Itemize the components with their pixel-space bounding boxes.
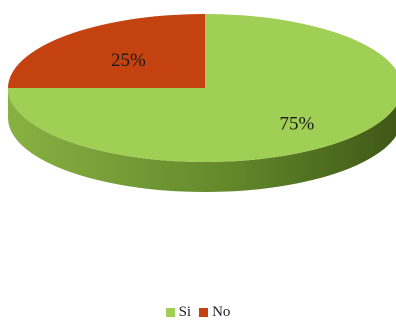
legend-label-no: No	[212, 304, 231, 320]
legend-item-si: Si	[165, 304, 192, 321]
legend-item-no: No	[199, 304, 230, 321]
pie-side-si	[8, 88, 396, 192]
pie-label-no: 25%	[111, 50, 146, 71]
pie-slice-no	[8, 14, 205, 88]
legend-swatch-no	[199, 308, 209, 317]
pie-chart-plot: 75% 25%	[8, 14, 396, 192]
pie-label-si: 75%	[280, 114, 315, 135]
pie-slice-si	[8, 14, 396, 162]
chart-legend: Si No	[0, 304, 396, 321]
legend-swatch-si	[165, 308, 175, 317]
legend-label-si: Si	[178, 304, 192, 320]
